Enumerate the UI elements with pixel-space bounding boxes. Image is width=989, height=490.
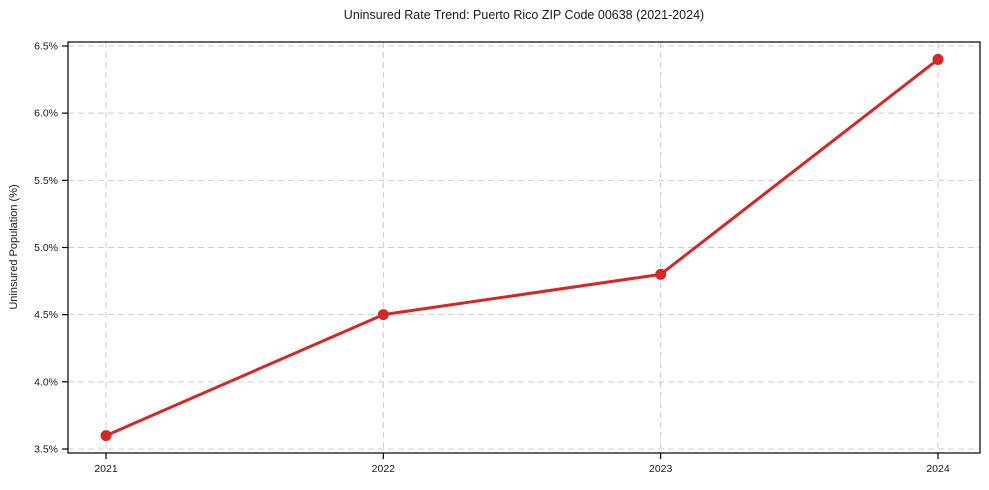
y-tick-label: 3.5% — [34, 444, 58, 456]
data-point-marker — [100, 430, 112, 442]
chart-title: Uninsured Rate Trend: Puerto Rico ZIP Co… — [343, 8, 705, 22]
y-tick-label: 5.0% — [34, 242, 58, 254]
y-tick-label: 5.5% — [34, 175, 58, 187]
y-tick-label: 6.0% — [34, 108, 58, 120]
data-line — [104, 57, 940, 438]
x-tick-label: 2024 — [926, 463, 950, 475]
data-point-marker — [932, 53, 944, 65]
x-tick-label: 2021 — [94, 463, 118, 475]
x-tick-label: 2023 — [649, 463, 673, 475]
y-tick-label: 4.0% — [34, 376, 58, 388]
x-tick-label: 2022 — [372, 463, 396, 475]
y-tick-label: 4.5% — [34, 309, 58, 321]
y-tick-label: 6.5% — [34, 41, 58, 53]
data-point-marker — [377, 309, 389, 321]
data-point-marker — [655, 268, 667, 280]
